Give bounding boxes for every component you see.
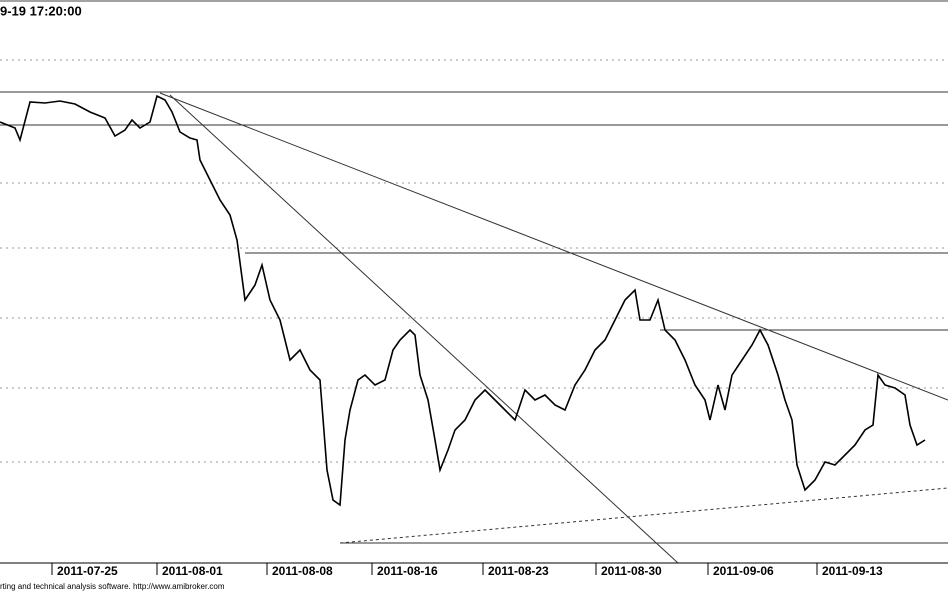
- trend-line: [169, 94, 679, 564]
- chart-title: 9-19 17:20:00: [0, 3, 82, 18]
- footer: rting and technical analysis software. h…: [0, 582, 225, 591]
- x-tick-label: 2011-08-08: [272, 564, 333, 578]
- x-tick-label: 2011-08-23: [488, 564, 549, 578]
- trend-line: [159, 92, 948, 401]
- x-tick-label: 2011-07-25: [57, 564, 118, 578]
- x-tick-label: 2011-08-16: [377, 564, 438, 578]
- price-line: [0, 94, 926, 507]
- x-tick-label: 2011-08-01: [162, 564, 223, 578]
- x-tick-label: 2011-09-06: [713, 564, 774, 578]
- x-tick-label: 2011-09-13: [822, 564, 883, 578]
- x-tick-label: 2011-08-30: [601, 564, 662, 578]
